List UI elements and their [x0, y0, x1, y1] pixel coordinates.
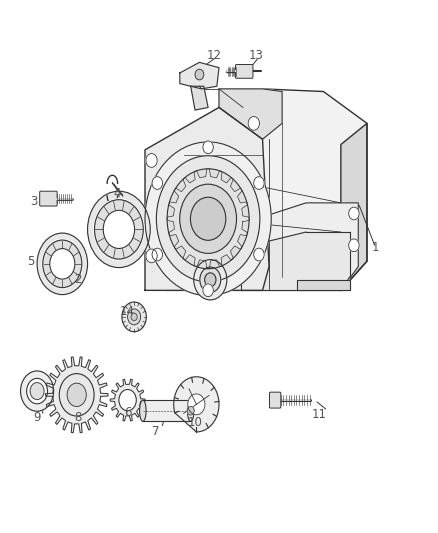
Text: 4: 4 — [113, 187, 120, 200]
Polygon shape — [191, 86, 208, 110]
FancyBboxPatch shape — [269, 392, 281, 408]
Text: 2: 2 — [74, 273, 81, 286]
Circle shape — [42, 239, 82, 288]
Circle shape — [203, 284, 213, 297]
Polygon shape — [174, 377, 219, 432]
Polygon shape — [167, 169, 249, 269]
Circle shape — [152, 176, 162, 189]
Polygon shape — [46, 357, 108, 433]
FancyBboxPatch shape — [40, 191, 57, 206]
Circle shape — [254, 176, 264, 189]
Polygon shape — [145, 108, 269, 290]
Circle shape — [152, 248, 162, 261]
Polygon shape — [241, 232, 350, 290]
Circle shape — [95, 200, 143, 259]
FancyBboxPatch shape — [236, 64, 253, 78]
Ellipse shape — [187, 400, 194, 421]
Circle shape — [43, 240, 82, 288]
Circle shape — [37, 233, 88, 295]
Circle shape — [167, 169, 249, 269]
Text: 7: 7 — [152, 425, 159, 439]
Circle shape — [203, 141, 213, 154]
Polygon shape — [297, 280, 350, 290]
Polygon shape — [341, 123, 367, 290]
Circle shape — [30, 383, 44, 400]
Circle shape — [122, 302, 146, 332]
Ellipse shape — [140, 400, 146, 421]
Circle shape — [248, 116, 259, 130]
Circle shape — [103, 211, 134, 248]
Circle shape — [254, 248, 264, 261]
Circle shape — [131, 313, 137, 320]
Circle shape — [67, 383, 86, 407]
Text: 14: 14 — [120, 305, 135, 318]
Text: 9: 9 — [33, 411, 41, 424]
Polygon shape — [180, 62, 219, 89]
Circle shape — [205, 273, 216, 287]
Text: 10: 10 — [187, 416, 202, 430]
Polygon shape — [241, 203, 358, 290]
Circle shape — [195, 69, 204, 80]
Circle shape — [188, 394, 205, 415]
Polygon shape — [143, 400, 191, 421]
Circle shape — [191, 197, 226, 240]
Circle shape — [94, 199, 144, 260]
Text: 5: 5 — [27, 255, 35, 268]
Circle shape — [349, 207, 359, 220]
Polygon shape — [167, 89, 367, 290]
Polygon shape — [219, 89, 282, 139]
Circle shape — [349, 239, 359, 252]
Circle shape — [200, 267, 221, 293]
Text: 3: 3 — [30, 195, 38, 208]
Circle shape — [180, 184, 237, 253]
Circle shape — [127, 309, 141, 325]
Circle shape — [145, 142, 271, 296]
Circle shape — [146, 154, 157, 167]
Circle shape — [27, 378, 47, 404]
Circle shape — [21, 371, 53, 411]
Circle shape — [50, 248, 75, 279]
Circle shape — [59, 374, 94, 416]
Circle shape — [119, 390, 136, 411]
Text: 6: 6 — [124, 406, 131, 419]
Text: 11: 11 — [311, 408, 327, 422]
Text: 1: 1 — [372, 241, 379, 254]
Circle shape — [146, 249, 157, 263]
Text: 13: 13 — [248, 49, 263, 62]
Circle shape — [156, 156, 260, 282]
Circle shape — [187, 407, 194, 415]
Circle shape — [194, 260, 227, 300]
Polygon shape — [110, 379, 145, 421]
Circle shape — [88, 191, 150, 268]
Text: 8: 8 — [74, 411, 81, 424]
Text: 12: 12 — [207, 49, 222, 62]
